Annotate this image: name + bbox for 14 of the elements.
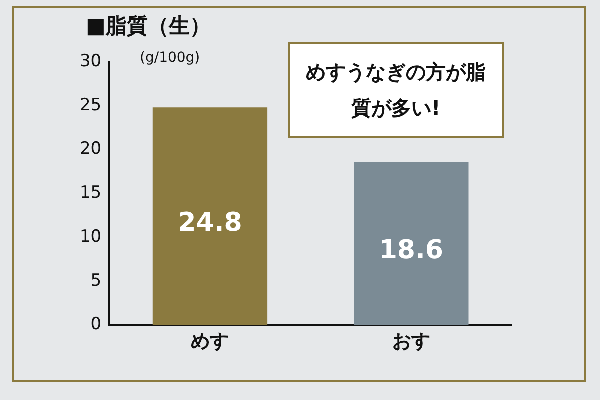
y-tick-label: 20: [80, 139, 102, 160]
y-tick-label: 10: [80, 226, 102, 247]
x-tick-label: おす: [392, 330, 430, 353]
data-label: 24.8: [178, 208, 242, 238]
chart-title: ■脂質（生）: [86, 14, 211, 38]
data-label: 18.6: [379, 235, 444, 266]
y-tick-label: 25: [80, 95, 102, 116]
callout-box: めすうなぎの方が脂質が多い!: [288, 42, 504, 138]
y-axis-title: (g/100g): [140, 50, 200, 66]
y-tick-label: 5: [90, 270, 102, 291]
y-tick-label: 15: [80, 183, 102, 204]
y-tick-label: 0: [90, 314, 102, 335]
y-tick-label: 30: [80, 51, 102, 72]
x-tick-label: めす: [191, 330, 230, 353]
